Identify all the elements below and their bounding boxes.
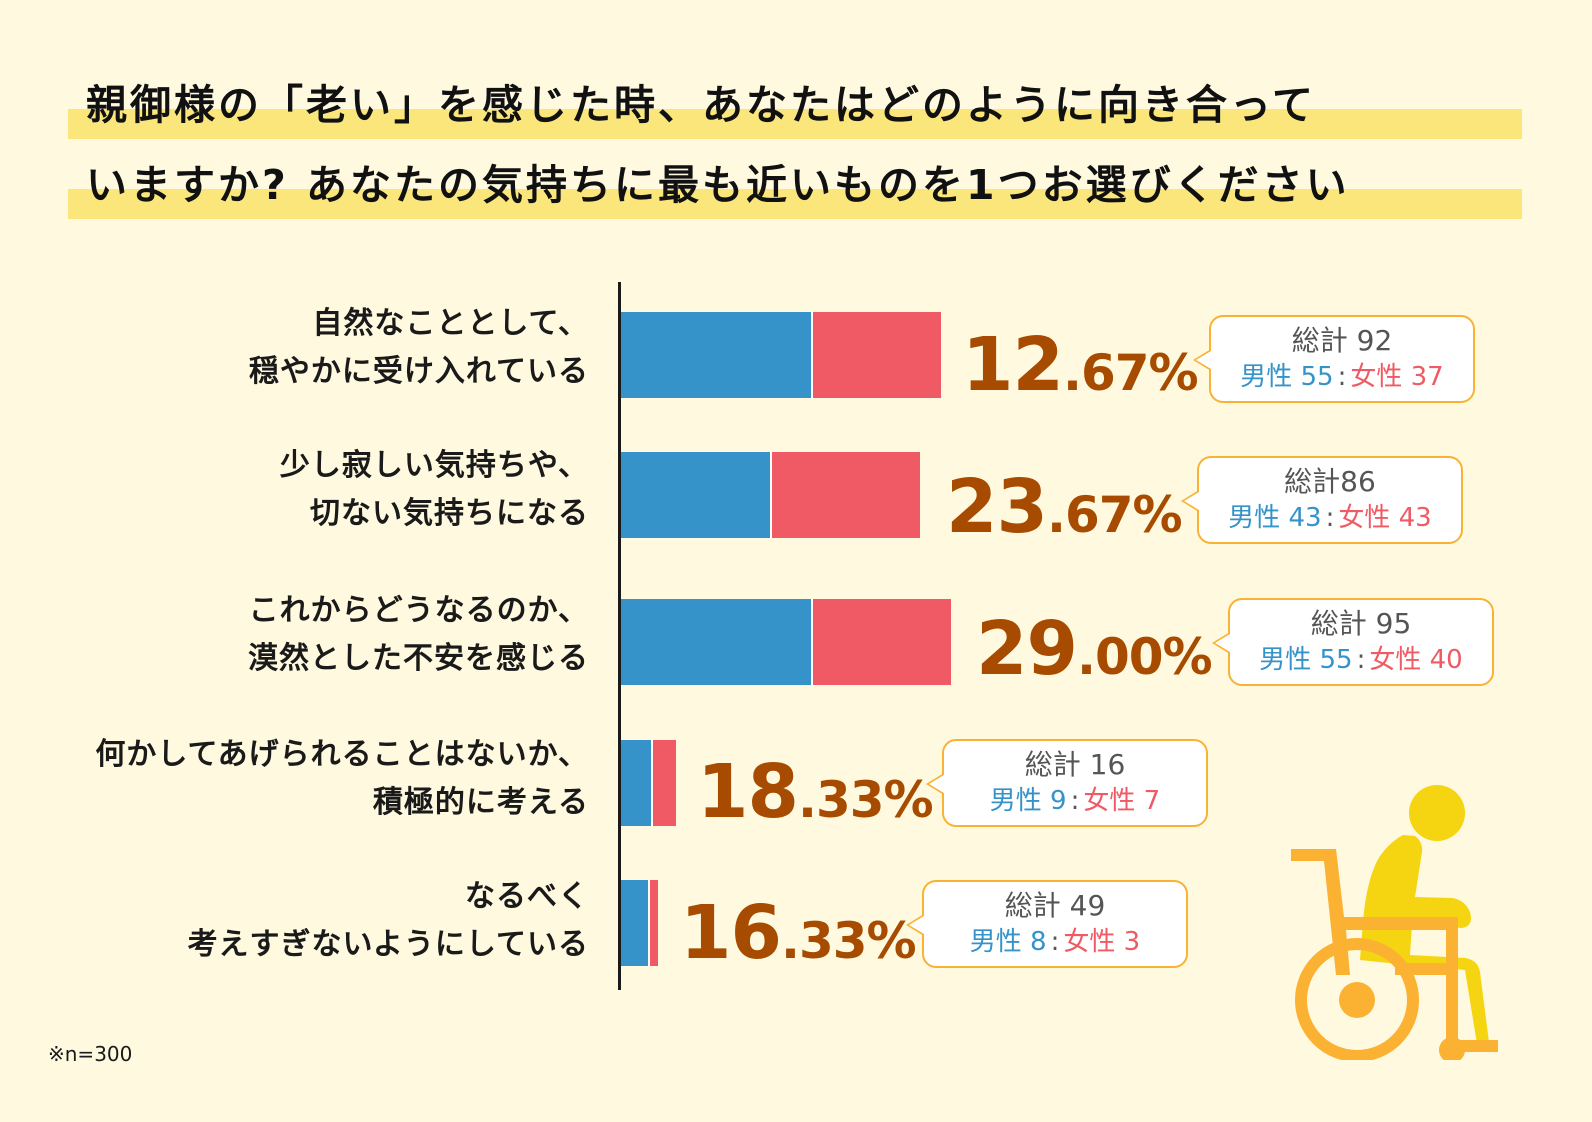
total-count: 総計86 [1284, 465, 1376, 498]
gender-split: 男性 55: 女性 37 [1240, 362, 1444, 392]
gender-split: 男性 43: 女性 43 [1228, 503, 1432, 533]
total-count: 総計 92 [1291, 324, 1393, 357]
gender-split: 男性 8: 女性 3 [969, 927, 1141, 957]
label-line: 積極的に考える [372, 785, 589, 820]
percent-label: 29.00% [976, 606, 1213, 692]
label-line: 切ない気持ちになる [310, 496, 589, 531]
bar-male [621, 599, 811, 685]
callout-tail [906, 914, 924, 936]
total-count: 総計 95 [1310, 607, 1412, 640]
total-count: 総計 49 [1004, 889, 1106, 922]
gender-split: 男性 55: 女性 40 [1259, 645, 1463, 675]
sample-size-note: ※n=300 [48, 1042, 133, 1066]
title-highlight-2 [68, 189, 1522, 219]
label-line: なるべく [465, 879, 589, 914]
label-line: 考えすぎないようにしている [187, 927, 589, 962]
bar-female [648, 880, 658, 966]
title-highlight-1 [68, 109, 1522, 139]
wheelchair-person-icon [1291, 785, 1498, 1060]
bar-male [621, 740, 651, 826]
chart-title-line-1: 親御様の「老い」を感じた時、あなたはどのように向き合って [86, 81, 1316, 129]
chart-title-line-2: いますか? あなたの気持ちに最も近いものを1つお選びください [86, 161, 1350, 209]
label-line: これからどうなるのか、 [248, 593, 589, 628]
count-callout: 総計 49 男性 8: 女性 3 [906, 880, 1188, 968]
label-line: 少し寂しい気持ちや、 [279, 448, 589, 483]
count-callout: 総計86 男性 43: 女性 43 [1181, 456, 1463, 544]
callout-tail [1212, 632, 1230, 654]
label-line: 漠然とした不安を感じる [248, 641, 589, 676]
bar-female [811, 312, 941, 398]
count-callout: 総計 16 男性 9: 女性 7 [926, 739, 1208, 827]
bar-male [621, 312, 811, 398]
count-callout: 総計 95 男性 55: 女性 40 [1212, 598, 1494, 686]
category-label: 少し寂しい気持ちや、 切ない気持ちになる [280, 444, 589, 536]
total-count: 総計 16 [1024, 748, 1126, 781]
bar-male [621, 880, 648, 966]
label-line: 自然なこととして、 [312, 306, 589, 341]
category-label: これからどうなるのか、 漠然とした不安を感じる [248, 589, 589, 681]
label-line: 何かしてあげられることはないか、 [95, 737, 589, 772]
percent-label: 23.67% [946, 464, 1183, 550]
y-axis-line [618, 282, 621, 990]
gender-split: 男性 9: 女性 7 [989, 786, 1161, 816]
callout-tail [926, 773, 944, 795]
bar-female [651, 740, 676, 826]
callout-tail [1193, 349, 1211, 371]
callout-tail [1181, 490, 1199, 512]
bar-male [621, 452, 770, 538]
category-label: 自然なこととして、 穏やかに受け入れている [249, 302, 589, 394]
count-callout: 総計 92 男性 55: 女性 37 [1193, 315, 1475, 403]
category-label: なるべく 考えすぎないようにしている [188, 875, 590, 967]
bar-female [811, 599, 951, 685]
percent-label: 16.33% [680, 890, 917, 976]
bar-female [770, 452, 920, 538]
percent-label: 12.67% [962, 322, 1199, 408]
percent-label: 18.33% [697, 749, 934, 835]
category-label: 何かしてあげられることはないか、 積極的に考える [95, 733, 589, 825]
label-line: 穏やかに受け入れている [248, 354, 589, 389]
